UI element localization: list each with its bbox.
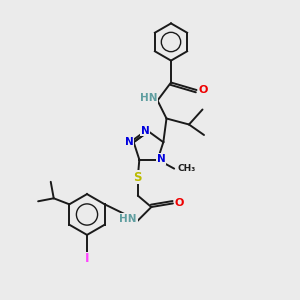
- Text: O: O: [198, 85, 208, 95]
- Text: O: O: [175, 198, 184, 208]
- Text: N: N: [157, 154, 166, 164]
- Text: HN: HN: [119, 214, 137, 224]
- Text: S: S: [134, 170, 142, 184]
- Text: HN: HN: [140, 93, 157, 103]
- Text: N: N: [125, 137, 134, 147]
- Text: I: I: [85, 252, 89, 266]
- Text: N: N: [140, 126, 149, 136]
- Text: CH₃: CH₃: [177, 164, 195, 173]
